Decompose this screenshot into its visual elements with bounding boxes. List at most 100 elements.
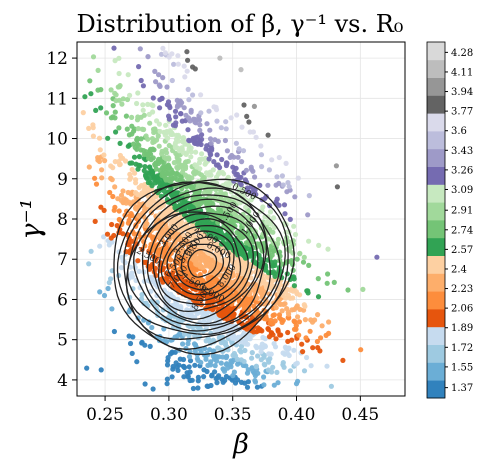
scatter-point: [296, 333, 301, 338]
scatter-point: [184, 49, 189, 54]
scatter-point: [225, 148, 230, 153]
scatter-point: [127, 93, 132, 98]
y-tick-label: 8: [57, 210, 68, 230]
scatter-point: [145, 54, 150, 59]
colorbar-tick-label: 4.11: [451, 67, 473, 78]
colorbar-segment: [427, 273, 445, 291]
scatter-point: [150, 109, 155, 114]
x-axis-ticks: 0.25 0.30 0.35 0.40 0.45: [86, 396, 379, 425]
scatter-point: [259, 152, 264, 157]
scatter-point: [86, 261, 91, 266]
scatter-point: [207, 128, 212, 133]
scatter-point: [157, 144, 162, 149]
scatter-point: [116, 56, 121, 61]
colorbar-segment: [427, 149, 445, 167]
scatter-point: [217, 56, 222, 61]
colorbar-segment: [427, 42, 445, 60]
scatter-point: [190, 378, 195, 383]
scatter-point: [254, 135, 259, 140]
scatter-point: [93, 219, 98, 224]
scatter-point: [182, 74, 187, 79]
scatter-point: [318, 335, 323, 340]
scatter-point: [144, 133, 149, 138]
scatter-point: [130, 167, 135, 172]
colorbar-segment: [427, 362, 445, 380]
scatter-point: [239, 357, 244, 362]
scatter-point: [315, 312, 320, 317]
colorbar-tick-label: 2.91: [451, 206, 473, 217]
scatter-point: [216, 162, 221, 167]
scatter-point: [176, 62, 181, 67]
scatter-point: [315, 345, 320, 350]
scatter-point: [275, 327, 280, 332]
scatter-point: [168, 128, 173, 133]
scatter-point: [295, 314, 300, 319]
scatter-point: [198, 110, 203, 115]
scatter-point: [137, 154, 142, 159]
scatter-point: [213, 363, 218, 368]
scatter-point: [214, 119, 219, 124]
scatter-point: [246, 379, 251, 384]
scatter-point: [164, 84, 169, 89]
scatter-point: [128, 341, 133, 346]
scatter-point: [87, 78, 92, 83]
scatter-point: [224, 374, 229, 379]
scatter-point: [89, 249, 94, 254]
scatter-point: [168, 292, 173, 297]
scatter-point: [92, 176, 97, 181]
scatter-point: [309, 363, 314, 368]
scatter-point: [118, 153, 123, 158]
scatter-point: [275, 197, 280, 202]
y-axis-ticks: 4 5 6 7 8 9 10 11 12: [46, 49, 77, 391]
scatter-point: [160, 46, 165, 51]
scatter-point: [358, 347, 363, 352]
scatter-point: [182, 64, 187, 69]
scatter-point: [284, 306, 289, 311]
scatter-point: [120, 188, 125, 193]
scatter-point: [280, 173, 285, 178]
colorbar-segment: [427, 167, 445, 185]
scatter-point: [160, 96, 165, 101]
scatter-point: [142, 113, 147, 118]
scatter-point: [102, 293, 107, 298]
scatter-point: [197, 122, 202, 127]
scatter-point: [148, 180, 153, 185]
scatter-point: [106, 286, 111, 291]
scatter-point: [235, 172, 240, 177]
scatter-point: [124, 114, 129, 119]
scatter-point: [246, 119, 251, 124]
scatter-point: [211, 167, 216, 172]
scatter-point: [123, 158, 128, 163]
scatter-point: [212, 369, 217, 374]
scatter-point: [291, 348, 296, 353]
scatter-point: [249, 356, 254, 361]
scatter-point: [96, 68, 101, 73]
colorbar-segment: [427, 345, 445, 363]
scatter-point: [325, 271, 330, 276]
scatter-point: [112, 184, 117, 189]
colorbar-segment: [427, 202, 445, 220]
scatter-point: [257, 183, 262, 188]
scatter-point: [166, 114, 171, 119]
scatter-point: [110, 165, 115, 170]
colorbar-tick-label: 3.43: [451, 146, 473, 157]
scatter-point: [295, 379, 300, 384]
scatter-point: [274, 174, 279, 179]
scatter-point: [147, 121, 152, 126]
scatter-point: [295, 303, 300, 308]
scatter-point: [141, 108, 146, 113]
scatter-point: [138, 163, 143, 168]
scatter-point: [117, 71, 122, 76]
scatter-point: [109, 306, 114, 311]
colorbar-segment: [427, 113, 445, 131]
scatter-point: [308, 329, 313, 334]
scatter-point: [291, 274, 296, 279]
scatter-point: [165, 381, 170, 386]
scatter-point: [187, 364, 192, 369]
scatter-point: [295, 361, 300, 366]
scatter-point: [272, 312, 277, 317]
scatter-point: [82, 94, 87, 99]
scatter-point: [193, 150, 198, 155]
scatter-point: [216, 373, 221, 378]
